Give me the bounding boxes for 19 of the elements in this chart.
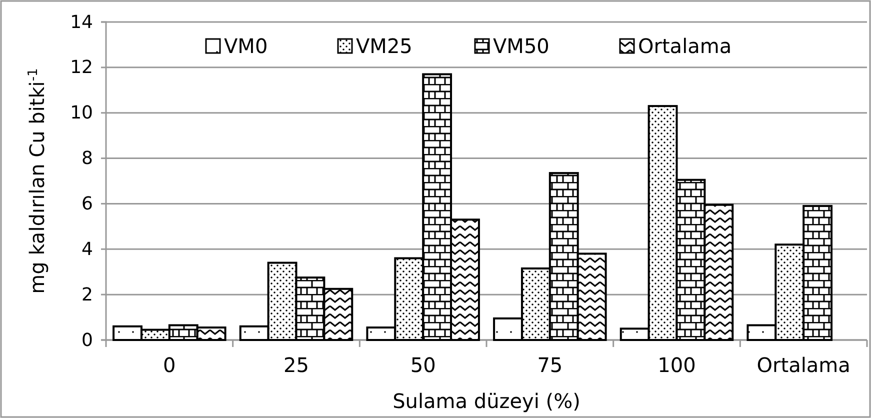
x-axis-title: Sulama düzeyi (%) [392, 389, 580, 413]
legend-label: Ortalama [638, 34, 732, 58]
legend-label: VM0 [224, 34, 268, 58]
y-tick-label: 8 [82, 148, 93, 170]
y-tick-label: 0 [82, 330, 93, 351]
x-tick-label: 50 [410, 353, 436, 378]
y-tick-label: 2 [82, 284, 93, 306]
x-tick-label: 25 [284, 353, 309, 378]
y-tick-label: 10 [70, 102, 93, 124]
legend-label: VM25 [356, 34, 412, 58]
y-tick-label: 6 [82, 193, 93, 214]
x-tick-label: 100 [658, 353, 696, 378]
legend-label: VM50 [493, 34, 550, 58]
x-tick-label: 75 [537, 353, 563, 378]
y-tick-label: 12 [70, 57, 93, 78]
x-tick-label: 0 [163, 353, 176, 378]
y-tick-label: 14 [70, 12, 93, 33]
y-tick-label: 4 [82, 238, 93, 260]
x-tick-label: Ortalama [756, 353, 850, 378]
